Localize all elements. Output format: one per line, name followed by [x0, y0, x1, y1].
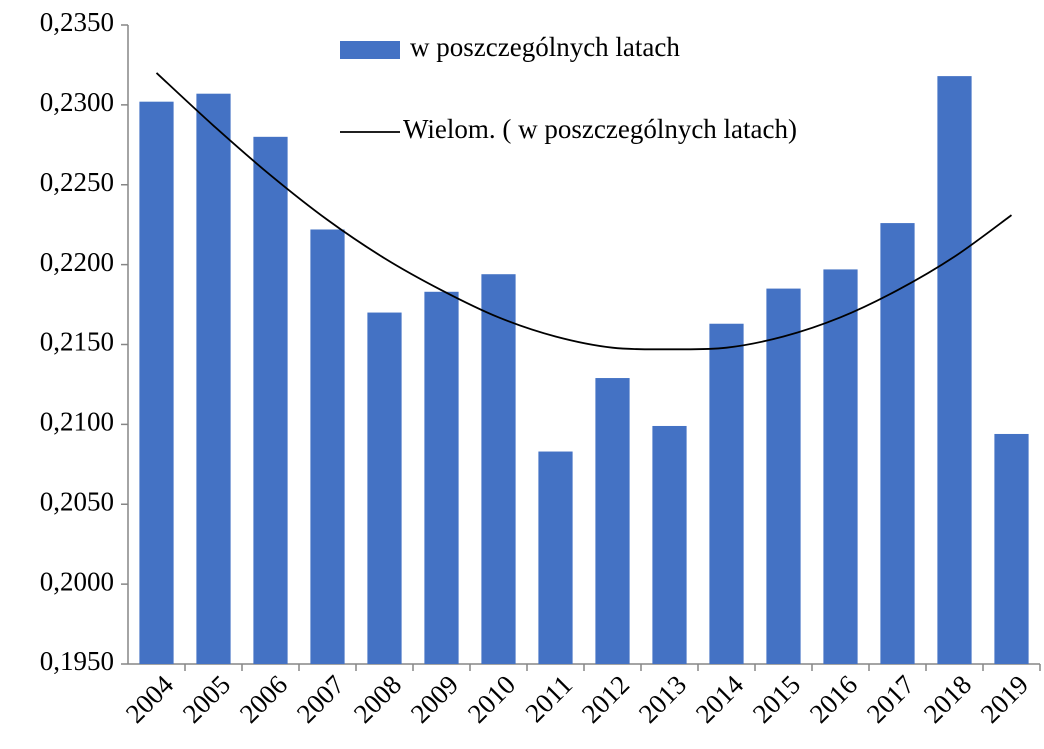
bar	[937, 76, 972, 665]
y-tick-label: 0,2350	[40, 7, 114, 37]
x-tick-label: 2006	[234, 669, 293, 728]
y-tick-label: 0,2000	[40, 566, 114, 596]
x-tick-label: 2012	[576, 669, 635, 728]
trend-line	[155, 72, 1013, 351]
x-tick-label: 2008	[348, 669, 407, 728]
bar	[538, 451, 573, 664]
x-tick-label: 2014	[690, 669, 750, 729]
bar	[196, 93, 231, 664]
bar	[253, 136, 288, 664]
y-tick-label: 0,2150	[40, 327, 114, 357]
legend-label: w poszczególnych latach	[410, 32, 680, 62]
x-tick-label: 2005	[177, 669, 236, 728]
legend-swatch	[340, 41, 400, 59]
bar	[595, 378, 630, 664]
bar	[766, 288, 801, 664]
y-tick-label: 0,2200	[40, 247, 114, 277]
x-tick-label: 2009	[405, 669, 464, 728]
bar	[139, 101, 174, 665]
bar	[367, 312, 402, 664]
y-tick-label: 0,1950	[40, 646, 114, 676]
x-tick-label: 2011	[519, 669, 578, 728]
bar	[823, 269, 858, 664]
x-tick-label: 2010	[462, 669, 521, 728]
x-tick-label: 2013	[633, 669, 692, 728]
x-tick-label: 2018	[918, 669, 977, 728]
y-tick-label: 0,2300	[40, 87, 114, 117]
bar	[709, 323, 744, 664]
bar	[424, 291, 459, 664]
x-tick-label: 2019	[975, 669, 1034, 728]
x-tick-label: 2017	[861, 669, 920, 728]
y-tick-label: 0,2250	[40, 167, 114, 197]
bar	[310, 229, 345, 665]
y-tick-label: 0,2100	[40, 407, 114, 437]
y-tick-label: 0,2050	[40, 486, 114, 516]
x-tick-label: 2004	[120, 669, 180, 729]
bar	[481, 274, 516, 664]
bar	[994, 433, 1029, 664]
legend-label: Wielom. ( w poszczególnych latach)	[403, 114, 797, 144]
x-tick-label: 2007	[291, 669, 350, 728]
x-tick-label: 2015	[747, 669, 806, 728]
bar	[652, 425, 687, 664]
x-tick-label: 2016	[804, 669, 863, 728]
